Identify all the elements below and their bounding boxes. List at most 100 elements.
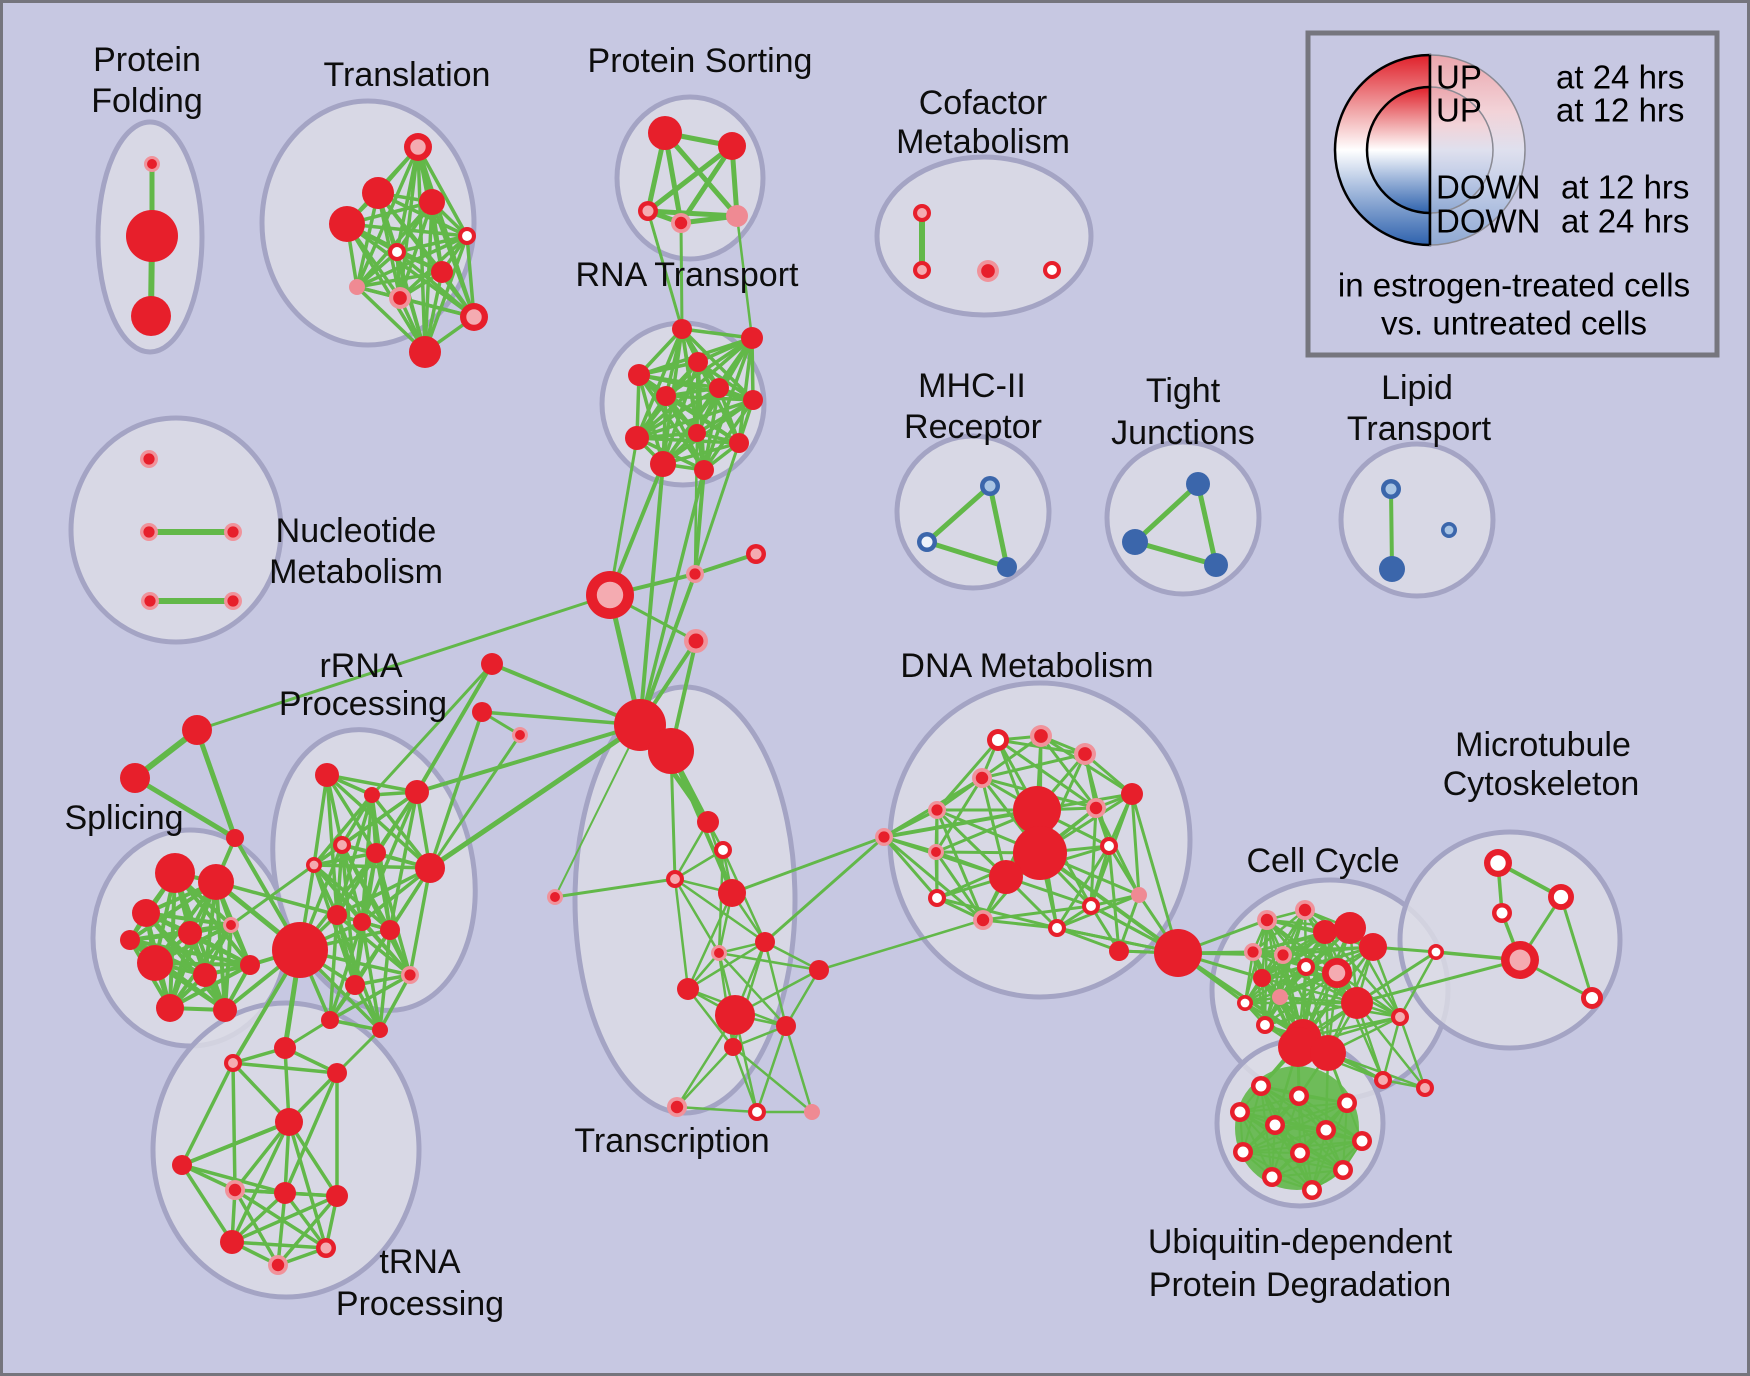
network-node-red <box>1253 969 1271 987</box>
network-node-red <box>648 728 694 774</box>
network-node-center <box>1260 1020 1270 1030</box>
network-edge <box>415 662 494 794</box>
network-node-red <box>688 424 706 442</box>
network-node-red <box>120 930 140 950</box>
network-node-center <box>932 893 942 903</box>
network-edge <box>675 1045 735 1109</box>
network-edge <box>1355 1001 1427 1090</box>
network-edge <box>645 208 740 219</box>
network-node-red <box>419 189 445 215</box>
network-edge <box>924 483 993 545</box>
network-edge <box>378 973 412 1032</box>
network-edge <box>763 835 886 944</box>
network-edge <box>1239 1095 1300 1113</box>
network-edge <box>1055 844 1111 930</box>
cluster-label: Metabolism <box>269 553 443 591</box>
network-node-center <box>1260 913 1274 927</box>
network-node-center <box>227 595 239 607</box>
network-edge <box>1355 958 1522 1005</box>
network-node-center <box>1337 1164 1349 1176</box>
network-edge <box>996 738 1098 810</box>
network-edge <box>1398 950 1438 1019</box>
network-edge <box>408 866 432 977</box>
cluster-label: Cell Cycle <box>1246 842 1399 880</box>
network-edge <box>737 336 754 445</box>
network-node-center <box>462 231 472 241</box>
network-edge <box>882 835 985 922</box>
network-edge <box>230 1191 287 1244</box>
network-edge <box>1243 971 1339 1005</box>
network-edge <box>312 773 329 867</box>
network-edge <box>934 776 984 854</box>
cluster-ellipse-lp <box>1338 441 1496 599</box>
network-node-red <box>1121 783 1143 805</box>
network-node-center <box>1247 946 1259 958</box>
cluster-label: Folding <box>91 82 203 120</box>
network-node-red <box>481 653 503 675</box>
network-edge <box>693 552 758 576</box>
network-node-pink <box>804 1104 820 1120</box>
network-node-red <box>648 116 682 150</box>
network-node-red <box>193 963 217 987</box>
network-node-blue <box>997 557 1017 577</box>
network-node-red <box>120 763 150 793</box>
network-edge <box>194 727 238 841</box>
network-edge <box>924 539 1010 570</box>
network-edge <box>1242 1151 1344 1171</box>
network-edge <box>230 1240 328 1250</box>
network-node-red <box>472 702 492 722</box>
cluster-label: MHC-II <box>918 367 1026 405</box>
network-node-center <box>143 453 155 465</box>
network-edge <box>1239 1111 1344 1171</box>
network-node-center <box>309 860 319 870</box>
network-edge <box>702 336 754 472</box>
legend-caption-line1: in estrogen-treated cells <box>1338 267 1690 304</box>
network-edge <box>1251 908 1307 954</box>
network-edge <box>763 940 821 972</box>
cluster-label: Processing <box>279 685 447 723</box>
network-edge <box>168 963 252 1010</box>
network-edge <box>353 920 364 987</box>
network-node-red <box>656 386 676 406</box>
network-node-red <box>155 853 195 893</box>
network-edge <box>1089 844 1111 908</box>
network-node-center <box>337 840 347 850</box>
network-edge <box>882 835 1008 879</box>
network-node-red <box>213 998 237 1022</box>
network-node-center <box>917 208 927 218</box>
network-edge <box>328 973 412 1022</box>
legend: UP at 24 hrs UP at 12 hrs DOWN at 12 hrs… <box>1305 30 1720 358</box>
network-node-center <box>688 633 704 649</box>
network-node-red <box>345 975 365 995</box>
network-node-center <box>393 291 407 305</box>
network-node-red <box>755 932 775 952</box>
legend-down-24-time: at 24 hrs <box>1561 203 1689 240</box>
network-edge <box>325 773 419 794</box>
network-edge <box>638 462 665 727</box>
network-edge <box>1132 481 1201 545</box>
network-edge <box>680 327 754 340</box>
legend-down-12-time: at 12 hrs <box>1561 169 1689 206</box>
network-node-center <box>1385 483 1397 495</box>
network-edge <box>1132 539 1219 568</box>
network-edge <box>428 733 522 870</box>
network-edge <box>144 911 227 1012</box>
cluster-ellipse-tj <box>1104 439 1262 597</box>
network-edge <box>1381 1015 1402 1082</box>
network-edge <box>1398 1015 1427 1090</box>
network-edge <box>638 468 706 727</box>
network-edge <box>335 866 432 917</box>
cluster-label: Splicing <box>64 799 183 837</box>
network-edge <box>335 913 382 1032</box>
network-node-center <box>1266 1171 1278 1183</box>
network-node-red <box>327 905 347 925</box>
network-edge <box>637 373 755 402</box>
network-node-center <box>718 845 728 855</box>
network-node-center <box>1490 855 1506 871</box>
network-node-blue <box>1204 553 1228 577</box>
network-edge <box>981 904 1093 922</box>
network-edge <box>180 1163 287 1195</box>
network-node-red <box>226 829 244 847</box>
network-edge <box>312 793 374 867</box>
network-edge <box>287 1120 339 1198</box>
